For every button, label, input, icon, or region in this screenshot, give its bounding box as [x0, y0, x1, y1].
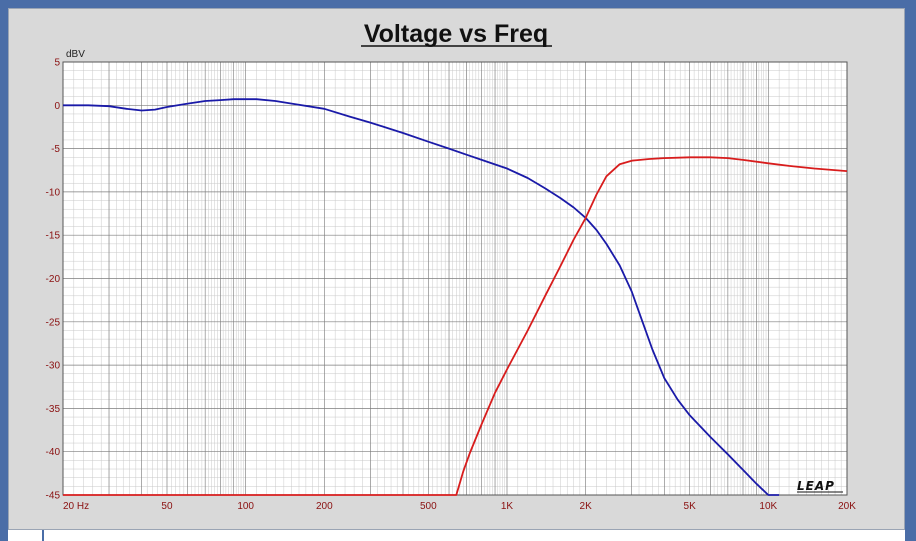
y-tick-label: -35 [46, 404, 61, 415]
y-tick-label: 0 [54, 101, 60, 112]
chart-title: Voltage vs Freq [364, 20, 548, 48]
series-line-2 [63, 156, 848, 496]
bottom-strip [8, 530, 905, 541]
y-tick-label: -25 [46, 317, 61, 328]
x-tick-label: 200 [316, 501, 333, 512]
x-tick-label: 20 Hz [63, 501, 89, 512]
y-tick-label: -30 [46, 361, 61, 372]
y-tick-label: -5 [51, 144, 60, 155]
x-tick-label: 100 [237, 501, 254, 512]
y-tick-label: 5 [54, 58, 60, 69]
x-tick-label: 20K [838, 501, 856, 512]
y-tick-label: -15 [46, 231, 61, 242]
bottom-strip-marker [42, 530, 44, 541]
x-tick-label: 500 [420, 501, 437, 512]
x-tick-label: 5K [684, 501, 697, 512]
leap-logo: LEAP [797, 479, 835, 493]
y-tick-label: -20 [46, 274, 61, 285]
x-tick-label: 50 [161, 501, 173, 512]
y-tick-label: -40 [46, 447, 61, 458]
y-axis-unit-label: dBV [66, 49, 85, 60]
y-tick-label: -10 [46, 187, 61, 198]
x-tick-label: 2K [580, 501, 593, 512]
x-tick-label: 1K [501, 501, 514, 512]
y-tick-label: -45 [46, 491, 61, 502]
series-line-1 [63, 98, 780, 496]
x-tick-label: 10K [759, 501, 777, 512]
